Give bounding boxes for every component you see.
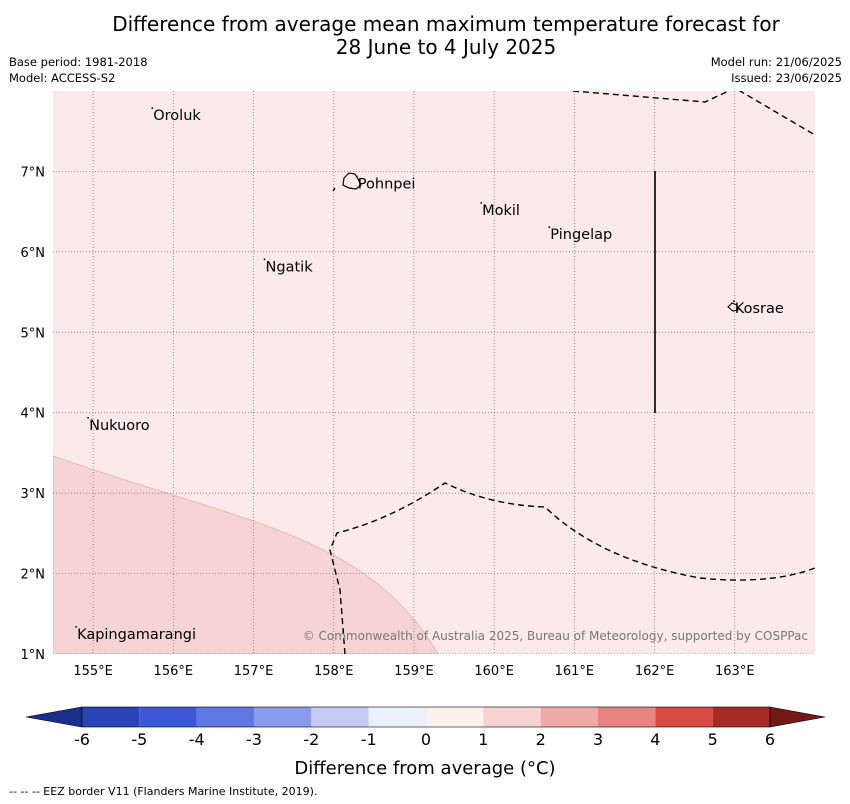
lon-tick-label: 155°E	[73, 664, 113, 679]
copyright-credit: © Commonwealth of Australia 2025, Bureau…	[303, 629, 808, 643]
colorbar-tick-label: 2	[536, 730, 546, 749]
place-marker	[151, 107, 154, 110]
place-label: Pohnpei	[358, 176, 416, 192]
lat-tick-label: 7°N	[21, 165, 46, 180]
lon-tick-label: 163°E	[715, 664, 755, 679]
place-label: Pingelap	[550, 227, 612, 243]
meta-right: Model run: 21/06/2025 Issued: 23/06/2025	[711, 54, 842, 86]
place-label: Mokil	[482, 203, 520, 219]
colorbar-segment	[311, 707, 369, 727]
kosrae-island	[727, 302, 739, 312]
colorbar-segment	[368, 707, 426, 727]
lat-tick-label: 4°N	[21, 407, 46, 422]
colorbar-tick-label: 3	[593, 730, 603, 749]
colorbar-tick-label: 5	[708, 730, 718, 749]
colorbar-tick-label: 0	[421, 730, 431, 749]
map-area: Oroluk Pohnpei Mokil Pingelap Ngatik Kosrae Nu…	[53, 91, 815, 654]
lat-tick-label: 2°N	[21, 568, 46, 583]
pohnpei-island	[342, 172, 362, 190]
colorbar-segment	[254, 707, 312, 727]
colorbar-tick-label: -2	[303, 730, 319, 749]
eez-legend-note: -- -- -- EEZ border V11 (Flanders Marine…	[9, 785, 318, 798]
lon-tick-label: 159°E	[394, 664, 434, 679]
model-name: Model: ACCESS-S2	[9, 71, 116, 85]
colorbar-frame	[81, 706, 771, 728]
graticule	[53, 91, 815, 654]
place-label: Kosrae	[735, 301, 784, 317]
lon-tick-label: 162°E	[635, 664, 675, 679]
colorbar-extend-high	[769, 706, 826, 728]
chart-title: Difference from average mean maximum tem…	[0, 13, 850, 59]
place-labels: Oroluk Pohnpei Mokil Pingelap Ngatik Kosrae Nu…	[75, 107, 784, 643]
colorbar-segment	[655, 707, 713, 727]
colorbar-segment	[483, 707, 541, 727]
meta-left: Base period: 1981-2018 Model: ACCESS-S2	[9, 54, 148, 86]
colorbar: -6 -5 -4 -3 -2 -1 0 1 2 3 4 5 6	[25, 706, 826, 749]
place-marker	[548, 226, 551, 229]
place-marker	[263, 258, 266, 261]
model-run: Model run: 21/06/2025	[710, 55, 842, 69]
colorbar-segment	[540, 707, 598, 727]
place-label: Ngatik	[266, 259, 314, 275]
lon-tick-label: 157°E	[234, 664, 274, 679]
lon-tick-label: 161°E	[555, 664, 595, 679]
colorbar-segment	[196, 707, 254, 727]
lat-tick-label: 5°N	[21, 326, 46, 341]
title-line-2: 28 June to 4 July 2025	[335, 35, 557, 59]
eez-borders	[329, 91, 815, 654]
colorbar-tick-label: 4	[650, 730, 660, 749]
lat-tick-label: 1°N	[21, 648, 46, 663]
colorbar-tick-label: -3	[246, 730, 262, 749]
colorbar-segment	[139, 707, 197, 727]
place-label: Oroluk	[153, 108, 201, 124]
place-marker	[480, 202, 483, 204]
place-label: Kapingamarangi	[77, 627, 196, 643]
place-label: Nukuoro	[89, 418, 150, 434]
issued-date: Issued: 23/06/2025	[731, 71, 842, 85]
title-line-1: Difference from average mean maximum tem…	[112, 12, 780, 36]
place-marker	[87, 416, 89, 419]
colorbar-tick-label: -1	[361, 730, 377, 749]
place-marker	[732, 300, 735, 303]
colorbar-segment	[712, 707, 770, 727]
axis-ticks: 155°E 156°E 157°E 158°E 159°E 160°E 161°E 162°E…	[21, 165, 755, 679]
colorbar-label: Difference from average (°C)	[294, 758, 555, 779]
colorbar-segment	[598, 707, 656, 727]
place-marker	[75, 625, 77, 628]
colorbar-extend-low	[25, 706, 83, 728]
colorbar-tick-label: 1	[478, 730, 488, 749]
eez-border-north	[572, 91, 815, 136]
colorbar-segment	[426, 707, 484, 727]
lon-tick-label: 158°E	[314, 664, 354, 679]
colorbar-tick-label: -4	[189, 730, 205, 749]
colorbar-segment	[82, 707, 140, 727]
colorbar-tick-label: 6	[765, 730, 775, 749]
base-period: Base period: 1981-2018	[9, 55, 148, 69]
colorbar-tick-label: -5	[131, 730, 147, 749]
lon-tick-label: 156°E	[154, 664, 194, 679]
eez-border-south	[329, 482, 815, 654]
lon-tick-label: 160°E	[474, 664, 514, 679]
place-marker	[355, 175, 358, 178]
colorbar-tick-label: -6	[74, 730, 90, 749]
lat-tick-label: 3°N	[21, 487, 46, 502]
lat-tick-label: 6°N	[21, 246, 46, 261]
eez-border-pohnpei	[332, 187, 336, 192]
anomaly-fill-1-2	[53, 455, 439, 654]
